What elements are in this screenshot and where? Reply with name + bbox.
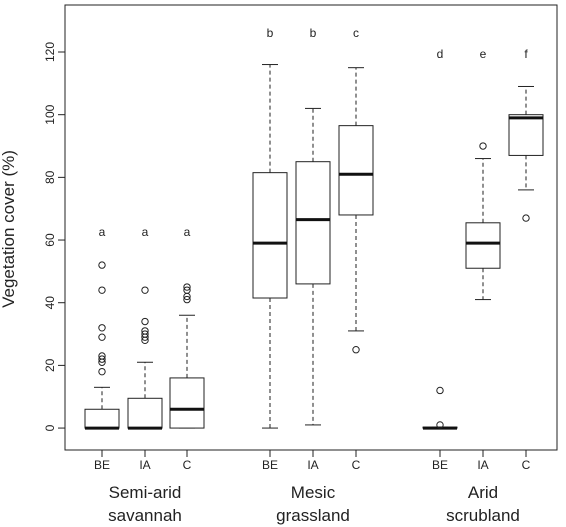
x-tick-label: C <box>522 458 531 472</box>
x-tick-label: BE <box>432 458 448 472</box>
outlier-point <box>98 355 106 363</box>
outlier-point <box>436 386 444 395</box>
outlier-point <box>352 346 360 354</box>
box-ia: e <box>465 47 501 301</box>
box-ia: a <box>127 225 163 430</box>
y-tick-label: 20 <box>43 358 57 372</box>
iqr-box <box>252 172 288 299</box>
group-label: Semi-arid savannah <box>108 483 182 525</box>
iqr-box <box>338 125 374 216</box>
group-label-line: scrubland <box>446 506 520 525</box>
iqr-box <box>169 377 205 429</box>
outlier-point <box>141 330 149 338</box>
outlier-point <box>98 333 106 341</box>
x-tick-label: BE <box>94 458 110 472</box>
box-be: a <box>84 225 120 430</box>
significance-letter: a <box>184 225 191 239</box>
significance-letter: a <box>142 225 149 239</box>
y-tick-label: 60 <box>43 233 57 247</box>
y-axis-label: Vegetation cover (%) <box>0 150 18 308</box>
outlier-point <box>141 317 149 326</box>
outlier-point <box>183 283 191 291</box>
y-tick-label: 120 <box>43 42 57 62</box>
plot-frame <box>64 4 558 451</box>
y-tick-label: 40 <box>43 296 57 310</box>
group-label-line: Arid <box>468 483 498 502</box>
group-label-line: grassland <box>276 506 350 525</box>
significance-letter: e <box>480 47 487 61</box>
group-label-line: Semi-arid <box>109 483 182 502</box>
boxes-layer: a a a b b c d e f <box>84 26 544 430</box>
outlier-point <box>141 327 149 335</box>
iqr-box <box>295 161 331 285</box>
group-label-line: Mesic <box>291 483 336 502</box>
significance-letter: b <box>310 26 317 40</box>
x-tick-label: BE <box>262 458 278 472</box>
outlier-point <box>98 352 106 360</box>
significance-letter: d <box>437 47 444 61</box>
significance-letter: b <box>267 26 274 40</box>
x-tick-label: IA <box>307 458 318 472</box>
box-c: a <box>169 225 205 429</box>
group-labels: Semi-arid savannah Mesic grassland Arid scrub… <box>108 483 520 525</box>
outlier-point <box>183 295 191 304</box>
x-tick-label: IA <box>139 458 150 472</box>
outlier-point <box>183 286 191 294</box>
box-ia: b <box>295 26 331 426</box>
outlier-point <box>436 421 444 429</box>
box-be: d <box>422 47 458 430</box>
outlier-point <box>98 324 106 332</box>
y-axis: 0 20 40 60 80 100 120 <box>43 42 65 431</box>
significance-letter: f <box>524 47 528 61</box>
x-tick-label: C <box>352 458 361 472</box>
group-label-line: savannah <box>108 506 182 525</box>
box-c: c <box>338 26 374 354</box>
y-tick-label: 0 <box>43 424 57 431</box>
box-be: b <box>252 26 288 429</box>
x-tick-label: C <box>183 458 192 472</box>
significance-letter: a <box>99 225 106 239</box>
x-tick-label: IA <box>477 458 488 472</box>
y-tick-label: 80 <box>43 170 57 184</box>
iqr-box <box>84 408 120 429</box>
outlier-point <box>98 261 106 269</box>
outlier-point <box>479 142 487 150</box>
outlier-point <box>98 286 106 294</box>
iqr-box <box>127 397 163 429</box>
iqr-box <box>508 114 544 156</box>
group-label: Arid scrubland <box>446 483 520 525</box>
outlier-point <box>141 286 149 294</box>
significance-letter: c <box>353 26 359 40</box>
x-axis: BE IA C BE IA C BE IA C <box>94 450 531 472</box>
y-tick-label: 100 <box>43 104 57 124</box>
box-c: f <box>508 47 544 222</box>
outlier-point <box>98 367 106 376</box>
iqr-box <box>465 222 501 269</box>
outlier-point <box>522 214 530 222</box>
group-label: Mesic grassland <box>276 483 350 525</box>
